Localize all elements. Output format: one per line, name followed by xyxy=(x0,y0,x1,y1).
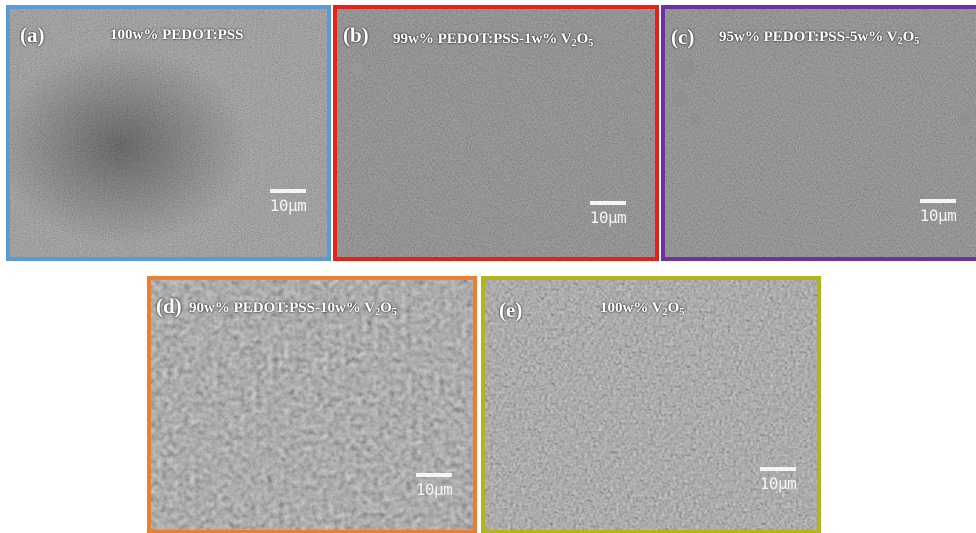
scale-bar-d: 10µm xyxy=(409,473,459,501)
panel-title-b: 99w% PEDOT:PSS-1w% V2O5 xyxy=(393,31,594,49)
scale-bar-line xyxy=(416,473,452,477)
scale-bar-label: 10µm xyxy=(269,196,307,215)
sem-image-a xyxy=(10,9,327,257)
panel-label-a: (a) xyxy=(20,23,45,47)
scale-bar-b: 10µm xyxy=(583,201,633,229)
scale-bar-label: 10µm xyxy=(759,474,797,493)
panel-title-e: 100w% V2O5 xyxy=(600,300,685,318)
sem-image-d xyxy=(151,280,473,530)
panel-label-b: (b) xyxy=(343,23,369,47)
scale-bar-line xyxy=(270,189,306,193)
scale-bar-label: 10µm xyxy=(589,208,627,227)
panel-title-d: 90w% PEDOT:PSS-10w% V2O5 xyxy=(189,300,397,318)
scale-bar-line xyxy=(920,199,956,203)
sem-panel-c: (c) 95w% PEDOT:PSS-5w% V2O5 10µm xyxy=(661,5,976,261)
scale-bar-label: 10µm xyxy=(415,480,453,499)
sem-image-b xyxy=(337,9,655,257)
sem-image-c xyxy=(665,9,976,257)
sem-panel-b: (b) 99w% PEDOT:PSS-1w% V2O5 10µm xyxy=(333,5,659,261)
panel-title-c: 95w% PEDOT:PSS-5w% V2O5 xyxy=(719,29,920,47)
panel-label-e: (e) xyxy=(499,298,523,322)
panel-label-c: (c) xyxy=(671,25,695,49)
scale-bar-label: 10µm xyxy=(919,206,957,225)
sem-panel-e: (e) 100w% V2O5 10µm xyxy=(481,276,821,533)
panel-title-a: 100w% PEDOT:PSS xyxy=(110,27,244,43)
sem-image-e xyxy=(485,280,817,530)
scale-bar-a: 10µm xyxy=(263,189,313,217)
scale-bar-line xyxy=(760,467,796,471)
panel-label-d: (d) xyxy=(156,294,182,318)
scale-bar-line xyxy=(590,201,626,205)
sem-panel-a: (a) 100w% PEDOT:PSS 10µm xyxy=(6,5,331,261)
scale-bar-c: 10µm xyxy=(913,199,963,227)
scale-bar-e: 10µm xyxy=(753,467,803,495)
sem-panel-d: (d) 90w% PEDOT:PSS-10w% V2O5 10µm xyxy=(147,276,477,533)
